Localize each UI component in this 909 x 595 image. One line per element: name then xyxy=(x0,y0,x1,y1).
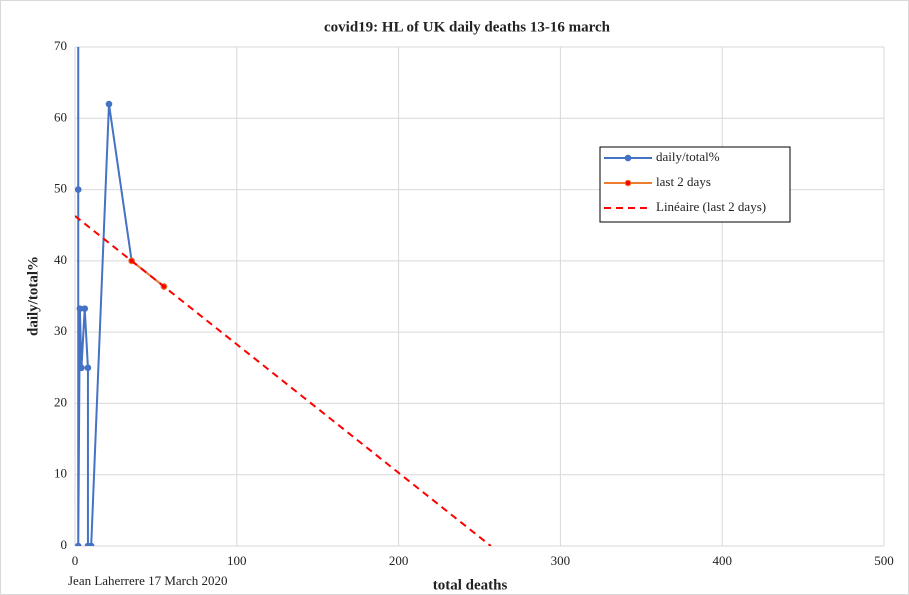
data-point xyxy=(75,186,82,193)
x-tick-label: 0 xyxy=(72,553,79,568)
data-point xyxy=(75,542,82,546)
annotation: Jean Laherrere 17 March 2020 xyxy=(68,573,228,588)
x-tick-label: 500 xyxy=(874,553,894,568)
x-tick-label: 400 xyxy=(712,553,732,568)
x-tick-label: 100 xyxy=(227,553,247,568)
y-tick-label: 30 xyxy=(54,323,67,338)
legend-marker xyxy=(624,179,632,187)
legend-box xyxy=(599,146,791,223)
legend-label: last 2 days xyxy=(656,174,711,189)
series-line xyxy=(131,260,165,288)
legend-label: daily/total% xyxy=(656,149,720,164)
data-point xyxy=(78,364,85,372)
y-tick-label: 10 xyxy=(54,466,67,481)
x-axis-label: total deaths xyxy=(433,577,508,593)
y-tick-label: 0 xyxy=(61,537,68,552)
plot-area xyxy=(75,47,492,546)
y-axis-label: daily/total% xyxy=(25,256,41,336)
y-tick-label: 50 xyxy=(54,181,67,196)
series-line xyxy=(77,47,165,546)
legend-marker xyxy=(624,154,632,162)
x-tick-label: 200 xyxy=(389,553,409,568)
chart-title: covid19: HL of UK daily deaths 13-16 mar… xyxy=(324,19,611,35)
data-point xyxy=(87,542,95,546)
series-line xyxy=(75,215,492,546)
y-tick-label: 40 xyxy=(54,252,67,267)
data-point xyxy=(81,305,89,312)
legend: daily/total% last 2 days Linéaire (last 2 … xyxy=(599,146,791,223)
x-tick-label: 300 xyxy=(551,553,571,568)
y-tick-label: 70 xyxy=(54,38,67,53)
data-point xyxy=(84,364,92,372)
data-point xyxy=(105,100,113,108)
legend-label: Linéaire (last 2 days) xyxy=(656,199,766,214)
y-tick-label: 20 xyxy=(54,394,67,409)
y-tick-label: 60 xyxy=(54,109,67,124)
